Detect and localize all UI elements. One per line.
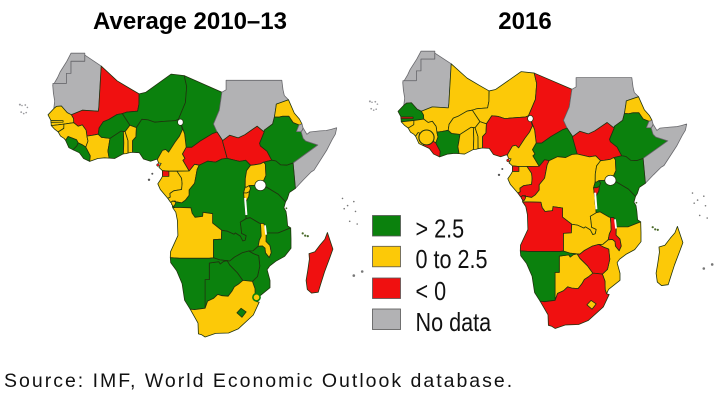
svg-text:> 2.5: > 2.5 — [416, 213, 465, 243]
svg-text:No data: No data — [416, 307, 492, 337]
svg-text:< 0: < 0 — [416, 276, 447, 306]
svg-text:Source: IMF, World Economic Ou: Source: IMF, World Economic Outlook data… — [4, 370, 514, 392]
svg-text:Average 2010–13: Average 2010–13 — [93, 8, 287, 35]
svg-text:2016: 2016 — [498, 8, 551, 35]
svg-text:0 to 2.5: 0 to 2.5 — [416, 244, 488, 274]
